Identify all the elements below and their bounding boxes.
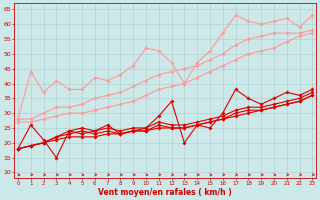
X-axis label: Vent moyen/en rafales ( km/h ): Vent moyen/en rafales ( km/h )	[98, 188, 232, 197]
